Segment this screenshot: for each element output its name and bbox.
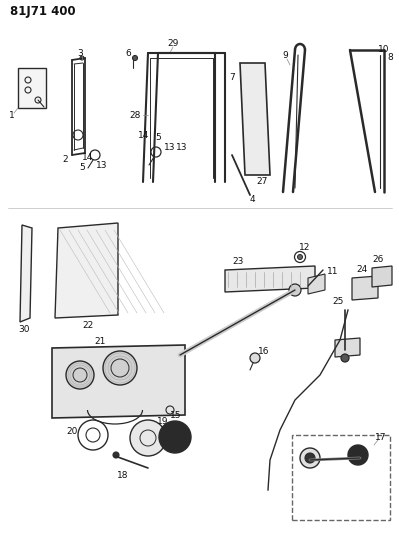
Circle shape xyxy=(132,55,138,61)
Text: 19: 19 xyxy=(157,417,169,426)
Polygon shape xyxy=(18,68,46,108)
Polygon shape xyxy=(352,276,378,300)
Text: 6: 6 xyxy=(125,49,131,58)
Circle shape xyxy=(103,351,137,385)
Text: 13: 13 xyxy=(96,160,108,169)
Text: 1: 1 xyxy=(9,110,15,119)
Text: 20: 20 xyxy=(66,427,78,437)
Text: 25: 25 xyxy=(332,297,344,306)
Text: 22: 22 xyxy=(82,320,94,329)
Text: 16: 16 xyxy=(258,348,270,357)
Text: 13: 13 xyxy=(176,143,188,152)
Text: 24: 24 xyxy=(356,265,367,274)
Text: 11: 11 xyxy=(327,268,339,277)
Circle shape xyxy=(305,453,315,463)
Text: 26: 26 xyxy=(372,255,384,264)
Circle shape xyxy=(289,284,301,296)
Circle shape xyxy=(66,361,94,389)
Text: 12: 12 xyxy=(299,244,311,253)
Polygon shape xyxy=(372,266,392,287)
Circle shape xyxy=(348,445,368,465)
Circle shape xyxy=(159,421,191,453)
Circle shape xyxy=(341,354,349,362)
Polygon shape xyxy=(52,345,185,418)
Circle shape xyxy=(300,448,320,468)
Text: 14: 14 xyxy=(82,154,94,163)
Polygon shape xyxy=(55,223,118,318)
Text: 17: 17 xyxy=(375,433,387,442)
Text: 9: 9 xyxy=(282,51,288,60)
Text: 7: 7 xyxy=(229,74,235,83)
Text: 28: 28 xyxy=(129,110,141,119)
Text: 27: 27 xyxy=(256,177,268,187)
Text: 21: 21 xyxy=(94,337,106,346)
Polygon shape xyxy=(240,63,270,175)
Text: 2: 2 xyxy=(62,156,68,165)
Circle shape xyxy=(80,56,84,60)
Text: 8: 8 xyxy=(387,52,393,61)
Text: 10: 10 xyxy=(378,45,390,54)
Circle shape xyxy=(130,420,166,456)
Text: 81J71 400: 81J71 400 xyxy=(10,5,76,19)
Polygon shape xyxy=(308,274,325,294)
Text: 23: 23 xyxy=(232,257,244,266)
Circle shape xyxy=(250,353,260,363)
Text: 18: 18 xyxy=(117,471,129,480)
Text: 29: 29 xyxy=(167,38,179,47)
Bar xyxy=(292,435,390,520)
Text: 5: 5 xyxy=(155,133,161,142)
Polygon shape xyxy=(335,338,360,357)
Text: 3: 3 xyxy=(77,49,83,58)
Text: 13: 13 xyxy=(164,143,176,152)
Text: 14: 14 xyxy=(138,131,150,140)
Circle shape xyxy=(113,452,119,458)
Text: 5: 5 xyxy=(79,164,85,173)
Text: 30: 30 xyxy=(18,326,30,335)
Circle shape xyxy=(298,254,302,260)
Text: 15: 15 xyxy=(170,410,182,419)
Polygon shape xyxy=(20,225,32,322)
Polygon shape xyxy=(225,266,315,292)
Text: 4: 4 xyxy=(249,196,255,205)
